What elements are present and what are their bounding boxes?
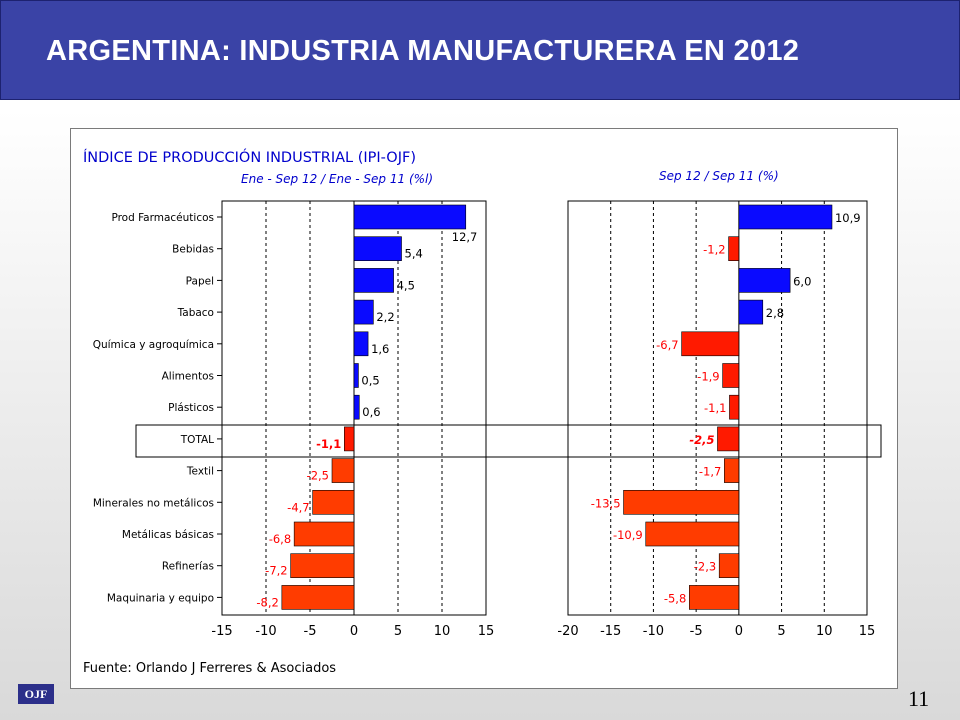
bar	[689, 585, 740, 610]
value-label: -10,9	[613, 528, 643, 542]
bar	[717, 426, 740, 452]
value-label: 10,9	[835, 211, 861, 225]
bar	[645, 521, 740, 547]
value-label: 1,6	[371, 342, 389, 356]
bar	[281, 585, 355, 610]
bar	[353, 331, 369, 357]
value-label: -1,7	[699, 465, 721, 479]
x-tick-label: -10	[643, 624, 664, 639]
bar	[623, 489, 740, 515]
x-tick-label: -20	[557, 624, 578, 639]
value-label: 6,0	[793, 274, 811, 288]
category-label: Refinerías	[162, 561, 214, 573]
bar	[353, 394, 360, 420]
value-label: -6,8	[269, 532, 291, 546]
plot-frame	[567, 200, 868, 616]
value-label: 0,5	[361, 374, 379, 388]
x-tick-label: 0	[735, 624, 743, 639]
category-label: Metálicas básicas	[122, 529, 214, 541]
value-label: -13,5	[591, 496, 621, 510]
slide-title: ARGENTINA: INDUSTRIA MANUFACTURERA EN 20…	[46, 35, 800, 67]
x-tick-label: 5	[394, 624, 402, 639]
right-chart-subtitle: Sep 12 / Sep 11 (%)	[659, 169, 779, 183]
x-tick-label: 15	[859, 624, 876, 639]
value-label: -2,5	[307, 469, 329, 483]
bar	[722, 363, 740, 388]
page-number: 11	[908, 686, 930, 711]
bar	[729, 394, 740, 420]
value-label: 5,4	[405, 247, 423, 261]
total-highlight-box	[135, 424, 882, 458]
ojf-logo: OJF	[18, 684, 54, 704]
x-tick-label: 5	[777, 624, 785, 639]
title-bar: ARGENTINA: INDUSTRIA MANUFACTURERA EN 20…	[0, 0, 960, 100]
bar	[738, 299, 764, 325]
x-tick-label: -10	[255, 624, 276, 639]
category-label: Tabaco	[177, 307, 214, 319]
value-label: -1,9	[697, 370, 719, 384]
bar	[681, 331, 740, 357]
category-label: Plásticos	[168, 402, 214, 414]
source-note: Fuente: Orlando J Ferreres & Asociados	[83, 661, 336, 676]
charts-svg: ÍNDICE DE PRODUCCIÓN INDUSTRIAL (IPI-OJF…	[83, 148, 882, 676]
x-tick-label: 0	[350, 624, 358, 639]
value-label: -2,5	[689, 433, 714, 447]
bar	[293, 521, 355, 547]
value-label: 12,7	[452, 230, 478, 244]
bar	[353, 204, 467, 230]
bar	[353, 299, 374, 325]
value-label: 2,2	[376, 310, 394, 324]
bar	[738, 268, 791, 293]
bar	[738, 204, 833, 230]
bar	[718, 553, 740, 579]
category-label: Textil	[186, 466, 214, 478]
chart-panel: ÍNDICE DE PRODUCCIÓN INDUSTRIAL (IPI-OJF…	[70, 128, 898, 689]
category-label: Bebidas	[172, 244, 214, 256]
x-tick-label: -15	[211, 624, 232, 639]
bar	[353, 363, 359, 388]
x-tick-label: 15	[478, 624, 495, 639]
x-tick-label: -5	[304, 624, 317, 639]
bar	[353, 268, 394, 293]
left-chart: -15 -10 -5 0 5 10 15 12,7 Prod Farmacéuticos 5,4 B…	[93, 200, 495, 639]
bar	[290, 553, 355, 579]
value-label: -4,7	[287, 500, 309, 514]
category-label: Maquinaria y equipo	[107, 592, 214, 604]
bar	[724, 458, 740, 483]
category-label: Química y agroquímica	[93, 339, 214, 351]
x-tick-label: 10	[816, 624, 833, 639]
value-label: -2,3	[694, 560, 716, 574]
value-label: -1,1	[704, 401, 726, 415]
bar	[312, 489, 355, 515]
right-chart: -20 -15 -10 -5 0 5 10 15 10,9 -1,2 6,0 2,8 -6,7 -1,9 -…	[557, 200, 876, 639]
category-label: Papel	[186, 275, 214, 287]
value-label: -8,2	[256, 595, 278, 609]
bar	[331, 458, 355, 483]
bar	[344, 426, 355, 452]
x-tick-label: -5	[690, 624, 703, 639]
bar	[728, 236, 740, 261]
category-label: TOTAL	[180, 434, 214, 446]
category-label: Alimentos	[162, 371, 214, 383]
left-chart-subtitle: Ene - Sep 12 / Ene - Sep 11 (%l)	[241, 172, 433, 186]
value-label: -5,8	[664, 591, 686, 605]
value-label: 2,8	[766, 306, 784, 320]
bar	[353, 236, 402, 261]
x-tick-label: 10	[434, 624, 451, 639]
category-label: Prod Farmacéuticos	[111, 212, 214, 224]
value-label: -1,2	[703, 243, 725, 257]
value-label: -1,1	[316, 437, 341, 451]
panel-header: ÍNDICE DE PRODUCCIÓN INDUSTRIAL (IPI-OJF…	[83, 148, 416, 166]
value-label: -7,2	[265, 564, 287, 578]
x-tick-label: -15	[600, 624, 621, 639]
value-label: -6,7	[656, 338, 678, 352]
value-label: 0,6	[362, 405, 380, 419]
category-label: Minerales no metálicos	[93, 497, 214, 509]
value-label: 4,5	[397, 278, 415, 292]
